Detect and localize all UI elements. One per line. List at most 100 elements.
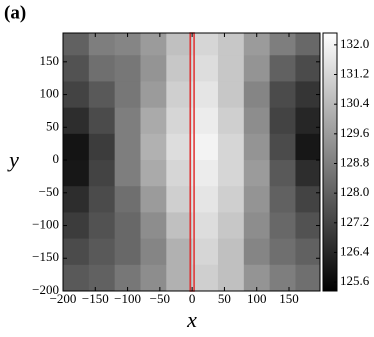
heat-cell <box>114 33 141 56</box>
colorbar-tick-label: 126.4 <box>340 243 370 258</box>
heat-cell <box>140 212 167 240</box>
heat-cell <box>269 133 296 161</box>
heat-cell <box>63 133 90 161</box>
heat-cell <box>140 186 167 213</box>
heat-cell <box>88 133 116 161</box>
heat-cell <box>269 264 296 291</box>
y-tick-label: −50 <box>39 184 59 199</box>
heat-cell <box>88 212 116 240</box>
heat-cell <box>140 160 167 187</box>
heat-cell <box>114 55 141 82</box>
heat-cell <box>88 33 116 56</box>
x-tick-label: 0 <box>189 291 196 306</box>
heat-cell <box>88 160 116 187</box>
heat-cell <box>269 186 296 213</box>
heat-cell <box>192 81 219 109</box>
heat-cell <box>295 107 320 135</box>
heat-cell <box>217 186 245 213</box>
heat-cell <box>166 107 193 135</box>
heat-cell <box>140 264 167 291</box>
heat-cell <box>217 107 245 135</box>
heat-cell <box>192 212 219 240</box>
panel-label: (a) <box>4 2 26 23</box>
heat-cell <box>192 133 219 161</box>
heat-cell <box>166 264 193 291</box>
heat-cell <box>217 238 245 266</box>
heat-cell <box>166 81 193 109</box>
x-tick-label: 50 <box>218 291 231 306</box>
heat-cell <box>269 160 296 187</box>
heat-cell <box>166 186 193 213</box>
heat-cell <box>243 33 271 56</box>
heat-cell <box>166 160 193 187</box>
heat-cell <box>140 238 167 266</box>
heat-cell <box>166 55 193 82</box>
heat-cell <box>88 186 116 213</box>
heat-cell <box>269 33 296 56</box>
y-tick-label: 0 <box>53 151 60 166</box>
heat-cell <box>192 238 219 266</box>
y-tick-label: −200 <box>32 282 59 297</box>
heat-cell <box>295 81 320 109</box>
x-tick-label: −200 <box>50 291 77 306</box>
heat-cell <box>295 186 320 213</box>
heat-cell <box>88 107 116 135</box>
heatmap <box>63 33 320 291</box>
heat-cell <box>243 55 271 82</box>
heat-cell <box>192 107 219 135</box>
heat-cell <box>269 107 296 135</box>
heat-cell <box>295 33 320 56</box>
x-tick-label: 100 <box>247 291 267 306</box>
colorbar-tick-label: 127.2 <box>340 214 369 229</box>
heat-cell <box>63 33 90 56</box>
colorbar-tick-label: 129.6 <box>340 125 370 140</box>
heat-cell <box>166 133 193 161</box>
heat-cell <box>140 107 167 135</box>
heat-cell <box>269 238 296 266</box>
colorbar-tick-label: 128.0 <box>340 184 369 199</box>
heat-cell <box>88 238 116 266</box>
heat-cell <box>114 133 141 161</box>
heat-cell <box>63 238 90 266</box>
colorbar <box>322 32 338 292</box>
heat-cell <box>63 186 90 213</box>
x-tick-label: −100 <box>114 291 141 306</box>
plot-frame <box>62 32 321 292</box>
colorbar-tick-label: 131.2 <box>340 66 369 81</box>
heat-cell <box>88 81 116 109</box>
x-tick-label: −50 <box>150 291 170 306</box>
heat-cell <box>243 133 271 161</box>
heat-cell <box>269 55 296 82</box>
heat-cell <box>192 264 219 291</box>
heat-cell <box>192 33 219 56</box>
heat-cell <box>295 133 320 161</box>
heat-cell <box>114 107 141 135</box>
heat-cell <box>192 55 219 82</box>
heat-cell <box>295 212 320 240</box>
heat-cell <box>63 107 90 135</box>
heat-cell <box>114 186 141 213</box>
heat-cell <box>243 107 271 135</box>
heat-cell <box>243 186 271 213</box>
x-tick-label: 150 <box>279 291 299 306</box>
heat-cell <box>217 55 245 82</box>
heat-cell <box>140 55 167 82</box>
heat-cell <box>243 81 271 109</box>
heat-cell <box>217 133 245 161</box>
heat-cell <box>63 55 90 82</box>
heat-cell <box>192 186 219 213</box>
y-axis-label: y <box>7 147 19 172</box>
y-tick-label: 100 <box>40 86 60 101</box>
heat-cell <box>166 33 193 56</box>
heat-cell <box>140 133 167 161</box>
heat-cell <box>295 264 320 291</box>
heat-cell <box>243 160 271 187</box>
heat-cell <box>63 264 90 291</box>
heat-cell <box>217 33 245 56</box>
heat-cell <box>166 212 193 240</box>
heat-cell <box>217 81 245 109</box>
x-axis-label: x <box>186 307 197 332</box>
heat-cell <box>269 212 296 240</box>
heat-cell <box>114 81 141 109</box>
heat-cell <box>243 264 271 291</box>
